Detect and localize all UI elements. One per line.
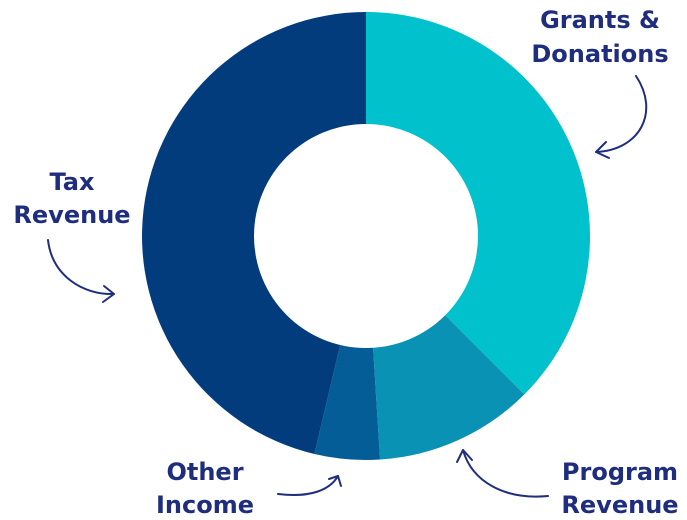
slice-tax-revenue bbox=[142, 12, 366, 454]
label-grants-donations-line2: Donations bbox=[531, 40, 668, 68]
label-tax-revenue: Tax Revenue bbox=[13, 168, 130, 229]
label-grants-donations: Grants & Donations bbox=[531, 6, 668, 68]
arrow-program-revenue bbox=[456, 449, 549, 498]
label-program-revenue-line2: Revenue bbox=[561, 491, 678, 519]
label-other-income-line1: Other bbox=[166, 458, 243, 486]
arrow-tax-revenue bbox=[47, 239, 115, 303]
label-tax-revenue-line1: Tax bbox=[50, 168, 95, 196]
arrow-grants-donations bbox=[595, 75, 648, 159]
label-program-revenue: Program Revenue bbox=[561, 458, 678, 519]
label-other-income: Other Income bbox=[156, 458, 254, 519]
label-grants-donations-line1: Grants & bbox=[540, 6, 660, 34]
arrow-other-income bbox=[277, 475, 342, 496]
label-other-income-line2: Income bbox=[156, 491, 254, 519]
donut-slices bbox=[142, 12, 590, 461]
label-tax-revenue-line2: Revenue bbox=[13, 201, 130, 229]
slice-grants-donations bbox=[366, 12, 590, 395]
label-program-revenue-line1: Program bbox=[562, 458, 678, 486]
donut-hole bbox=[254, 124, 478, 348]
